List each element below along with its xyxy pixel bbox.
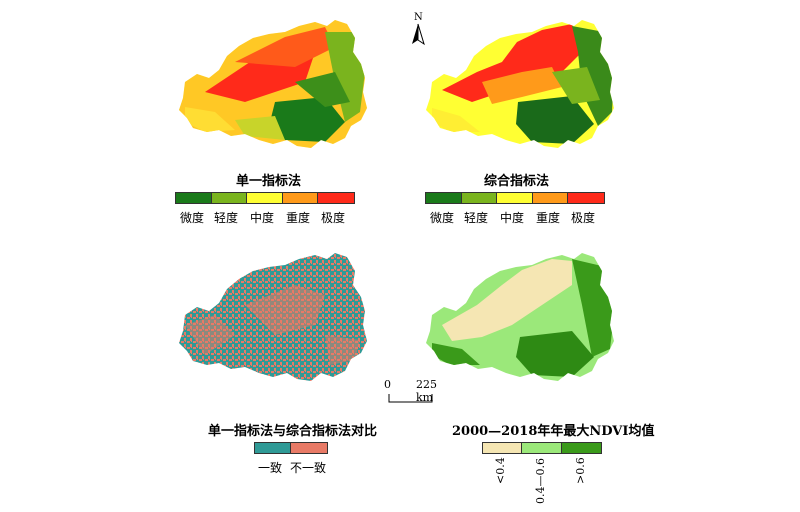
legend-swatch-slight: [176, 193, 212, 203]
legend-ndvi: [482, 442, 602, 454]
legend-label: 极度: [571, 211, 596, 225]
legend-swatch-high: [561, 443, 601, 453]
legend-label: 轻度: [464, 211, 489, 225]
legend-swatch-low: [483, 443, 523, 453]
map-composite-title: 综合指标法: [484, 174, 550, 189]
legend-swatch-moderate: [247, 193, 283, 203]
legend-label: 重度: [286, 211, 311, 225]
legend-single: [175, 192, 355, 204]
north-arrow-icon: [412, 23, 425, 46]
map-ndvi: [422, 245, 622, 385]
legend-label: 轻度: [214, 211, 239, 225]
legend-swatch-moderate: [497, 193, 533, 203]
north-arrow: N: [410, 12, 430, 46]
map-comparison: [175, 245, 375, 385]
legend-swatch-light: [211, 193, 248, 203]
map-single-title: 单一指标法: [236, 174, 302, 189]
legend-label: 中度: [500, 211, 525, 225]
scale-bar-line: [388, 394, 433, 403]
legend-swatch-inconsistent: [291, 443, 327, 453]
legend-swatch-extreme: [568, 193, 604, 203]
legend-swatch-mid: [522, 443, 562, 453]
legend-label: 一致: [258, 461, 283, 475]
legend-swatch-light: [461, 193, 498, 203]
map-composite-indicator: [422, 12, 622, 152]
legend-swatch-severe: [532, 193, 569, 203]
legend-label: 0.4—0.6: [534, 458, 547, 504]
legend-swatch-severe: [282, 193, 319, 203]
legend-comparison: [254, 442, 328, 454]
legend-label: <0.4: [494, 457, 507, 484]
legend-label: >0.6: [574, 457, 587, 484]
legend-composite: [425, 192, 605, 204]
legend-label: 中度: [250, 211, 275, 225]
legend-swatch-slight: [426, 193, 462, 203]
scale-zero-label: 0: [384, 378, 391, 391]
legend-label: 微度: [180, 211, 205, 225]
map-ndvi-title: 2000—2018年年最大NDVI均值: [452, 424, 655, 439]
map-single-indicator: [175, 12, 375, 152]
legend-swatch-extreme: [318, 193, 354, 203]
legend-label: 重度: [536, 211, 561, 225]
legend-label: 极度: [321, 211, 346, 225]
legend-swatch-consistent: [255, 443, 291, 453]
map-comparison-title: 单一指标法与综合指标法对比: [208, 424, 378, 439]
legend-label: 不一致: [290, 461, 327, 475]
north-label: N: [414, 12, 423, 23]
scale-distance-label: 225 km: [416, 378, 437, 404]
legend-label: 微度: [430, 211, 455, 225]
